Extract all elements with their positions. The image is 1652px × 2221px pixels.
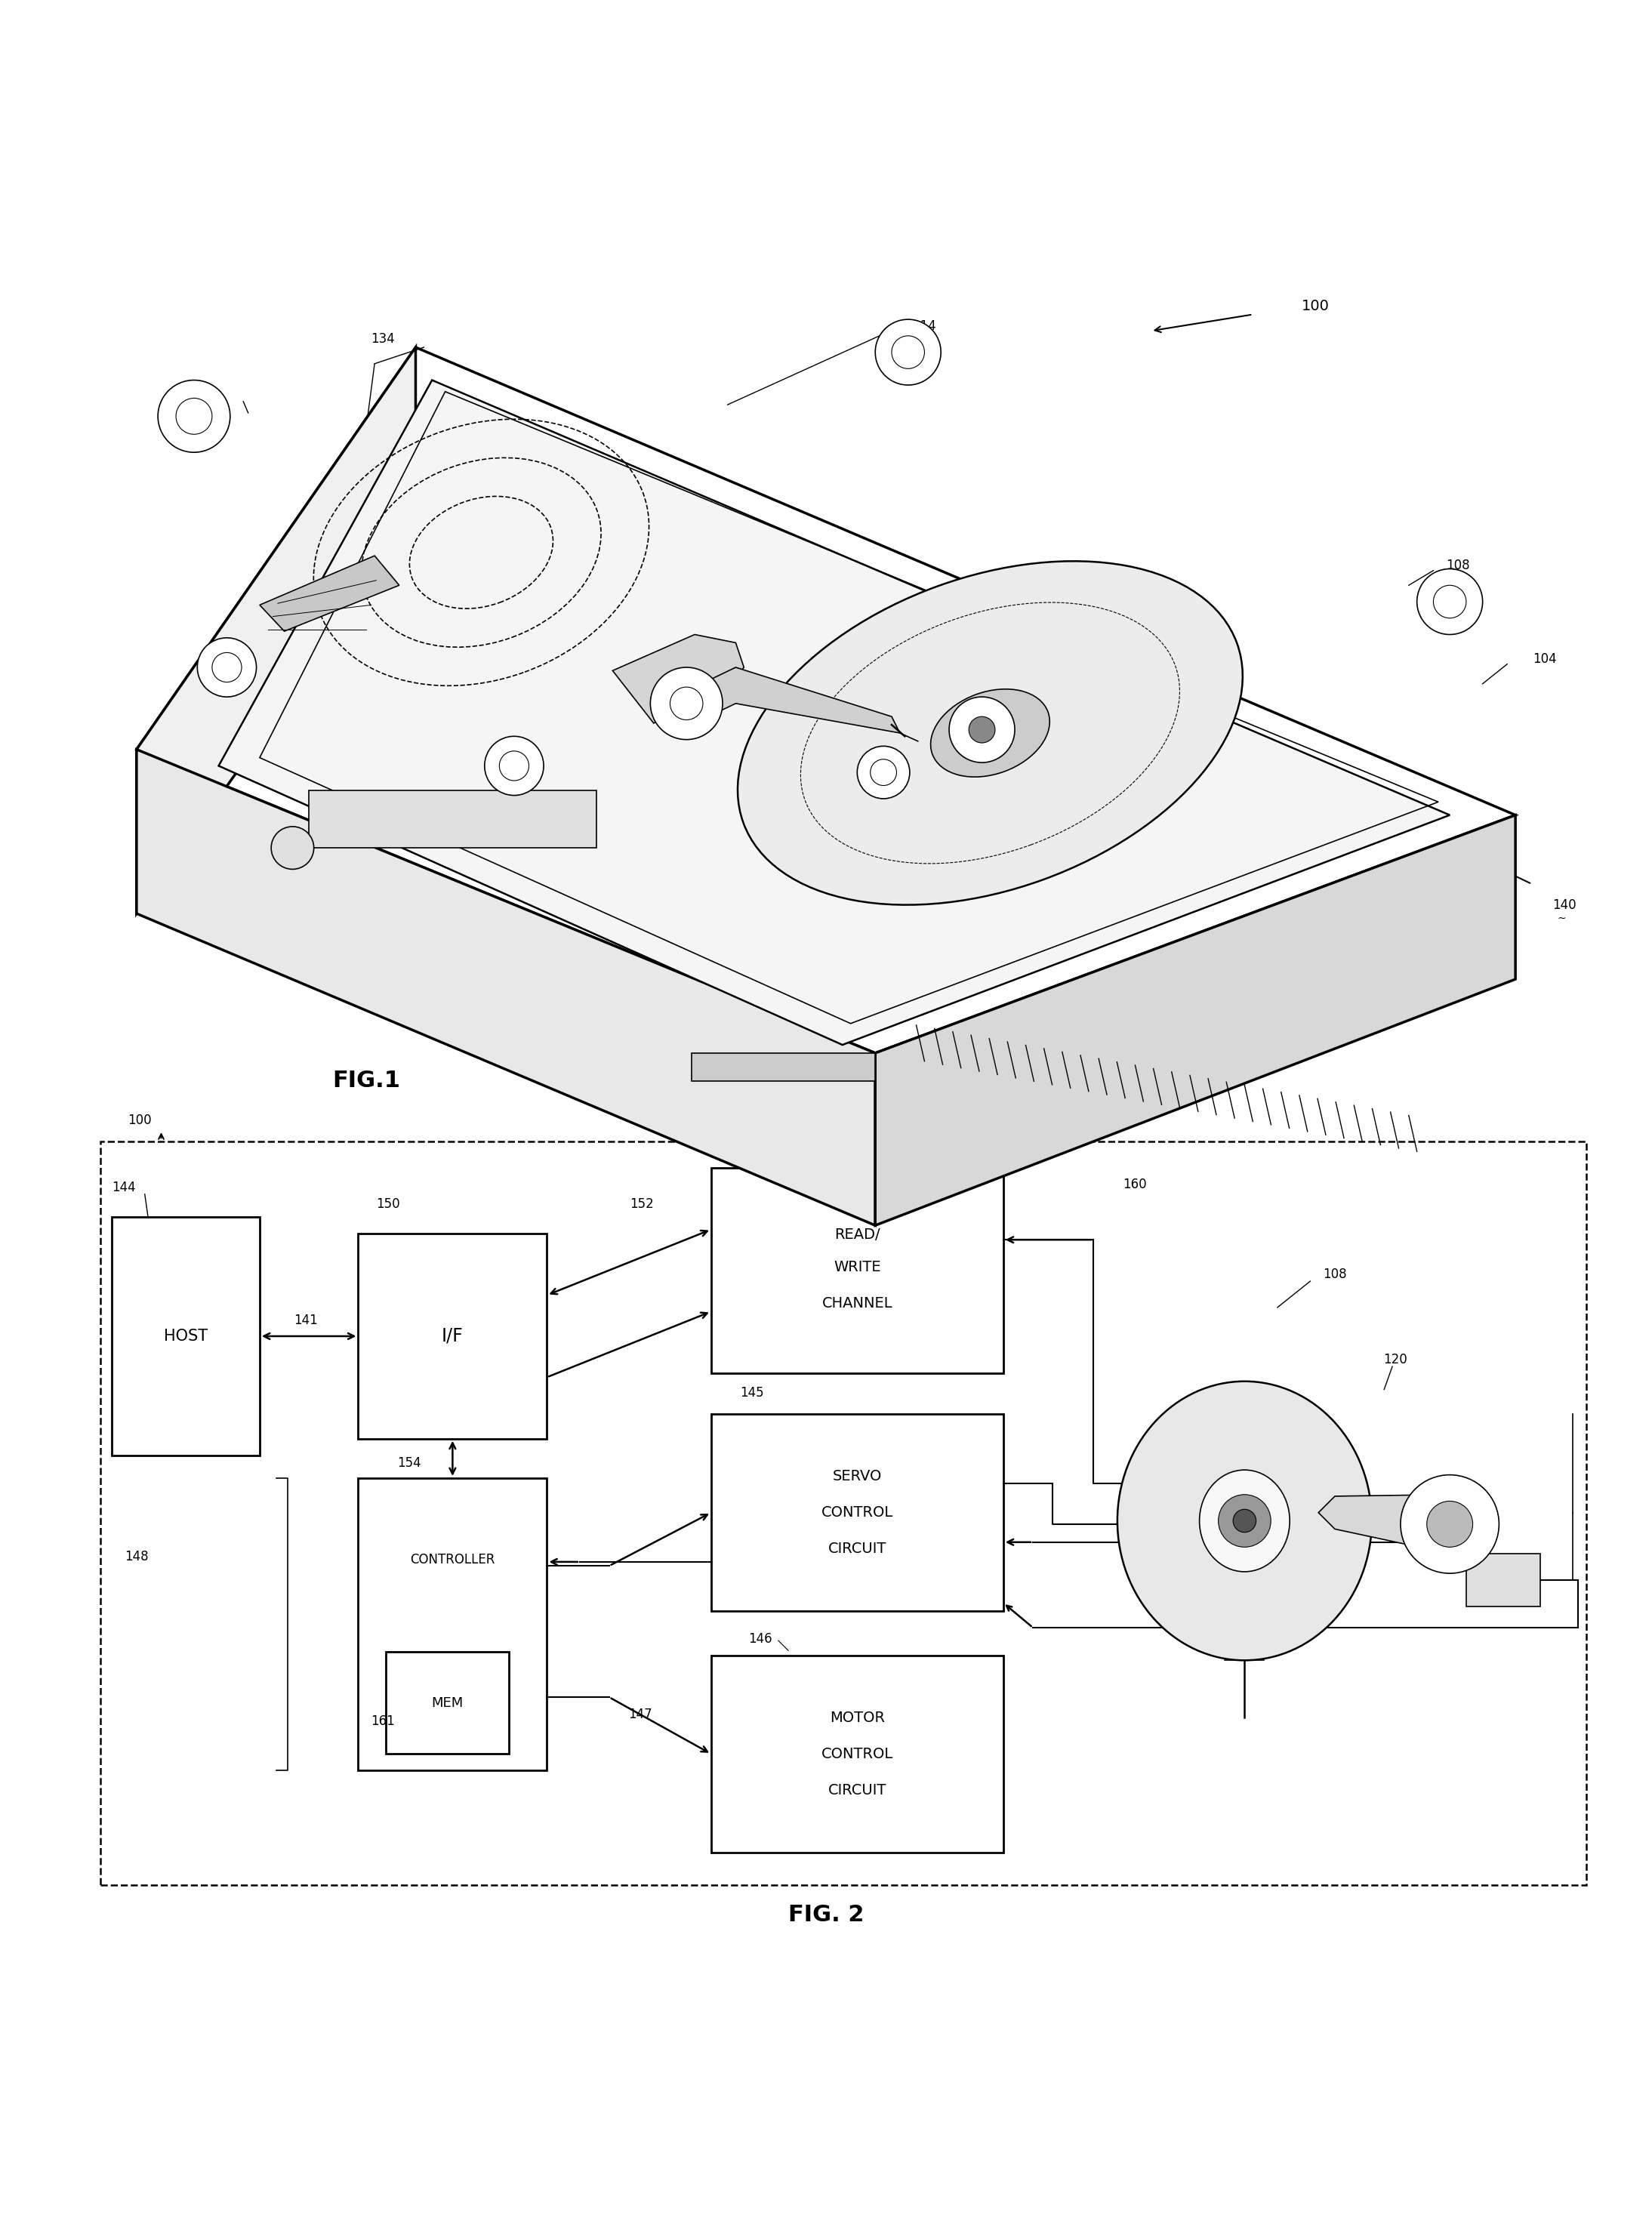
Text: 120: 120 xyxy=(1384,1353,1408,1366)
Text: WRITE: WRITE xyxy=(834,1259,881,1275)
Text: MOTOR: MOTOR xyxy=(829,1710,885,1726)
Text: 112: 112 xyxy=(798,653,821,666)
Polygon shape xyxy=(1318,1495,1450,1555)
Text: FIG. 2: FIG. 2 xyxy=(788,1903,864,1926)
Text: 146: 146 xyxy=(748,1632,771,1646)
Bar xyxy=(710,1168,1003,1373)
Text: 134: 134 xyxy=(370,333,395,346)
Circle shape xyxy=(968,717,995,742)
Circle shape xyxy=(651,666,722,740)
Ellipse shape xyxy=(1199,1470,1290,1572)
Bar xyxy=(710,1655,1003,1852)
Text: CIRCUIT: CIRCUIT xyxy=(828,1541,887,1557)
Bar xyxy=(387,1652,509,1755)
Bar xyxy=(358,1233,547,1439)
Text: 104: 104 xyxy=(1533,653,1556,666)
Circle shape xyxy=(1427,1501,1472,1548)
Polygon shape xyxy=(309,791,596,848)
Bar xyxy=(101,1142,1586,1886)
Text: 114: 114 xyxy=(912,320,937,333)
Text: SERVO: SERVO xyxy=(833,1470,882,1484)
Text: 147: 147 xyxy=(628,1708,653,1721)
Circle shape xyxy=(876,320,942,384)
Text: 141: 141 xyxy=(294,1315,317,1328)
Circle shape xyxy=(1417,569,1482,635)
Ellipse shape xyxy=(1117,1381,1371,1661)
Text: –116: –116 xyxy=(801,680,831,693)
Text: 138: 138 xyxy=(912,1110,937,1124)
Text: 161: 161 xyxy=(370,1715,395,1728)
Text: 108: 108 xyxy=(1446,560,1470,573)
Text: 160: 160 xyxy=(1123,1177,1146,1190)
Text: CHANNEL: CHANNEL xyxy=(821,1297,892,1310)
Polygon shape xyxy=(218,380,1450,1044)
Text: CIRCUIT: CIRCUIT xyxy=(828,1783,887,1797)
Text: 142: 142 xyxy=(1199,997,1224,1011)
Text: 143: 143 xyxy=(762,1137,785,1150)
Polygon shape xyxy=(876,815,1515,1226)
Polygon shape xyxy=(692,1053,876,1082)
Text: –118: –118 xyxy=(801,711,831,724)
Bar xyxy=(358,1479,547,1770)
Text: CONTROL: CONTROL xyxy=(821,1746,894,1761)
Polygon shape xyxy=(137,748,876,1226)
Text: 120: 120 xyxy=(805,737,828,751)
Polygon shape xyxy=(695,666,900,733)
Ellipse shape xyxy=(930,689,1049,777)
Bar xyxy=(1467,1555,1540,1606)
Circle shape xyxy=(1218,1495,1270,1548)
Circle shape xyxy=(1232,1510,1256,1532)
Text: 152: 152 xyxy=(629,1197,654,1210)
Text: MEM: MEM xyxy=(431,1697,464,1710)
Circle shape xyxy=(1401,1475,1498,1572)
Ellipse shape xyxy=(738,562,1242,904)
Text: CONTROL: CONTROL xyxy=(821,1506,894,1519)
Text: 108: 108 xyxy=(1323,1268,1346,1282)
Circle shape xyxy=(197,637,256,697)
Polygon shape xyxy=(613,635,743,724)
Text: I/F: I/F xyxy=(441,1328,464,1346)
Polygon shape xyxy=(259,555,400,631)
Polygon shape xyxy=(137,346,416,913)
Text: 106: 106 xyxy=(1143,702,1166,715)
Text: 144: 144 xyxy=(111,1182,135,1195)
Bar xyxy=(710,1415,1003,1610)
Text: ~: ~ xyxy=(1556,913,1566,924)
Text: HOST: HOST xyxy=(164,1328,208,1344)
Text: 102: 102 xyxy=(261,882,284,895)
Text: 100: 100 xyxy=(127,1113,152,1126)
Circle shape xyxy=(159,380,230,453)
Text: CONTROLLER: CONTROLLER xyxy=(410,1552,496,1566)
Text: 100: 100 xyxy=(1302,300,1330,313)
Text: 136: 136 xyxy=(182,389,206,404)
Circle shape xyxy=(857,746,910,800)
Text: 145: 145 xyxy=(740,1386,765,1399)
Text: 138: 138 xyxy=(859,1088,882,1102)
Text: 150: 150 xyxy=(375,1197,400,1210)
Circle shape xyxy=(271,826,314,868)
Text: FIG.1: FIG.1 xyxy=(332,1071,400,1093)
Text: 140: 140 xyxy=(1553,900,1576,913)
Text: READ/: READ/ xyxy=(834,1228,881,1242)
Bar xyxy=(112,1217,259,1455)
Text: 148: 148 xyxy=(124,1550,149,1564)
Circle shape xyxy=(950,697,1014,762)
Text: 154: 154 xyxy=(396,1457,421,1470)
Circle shape xyxy=(484,737,544,795)
